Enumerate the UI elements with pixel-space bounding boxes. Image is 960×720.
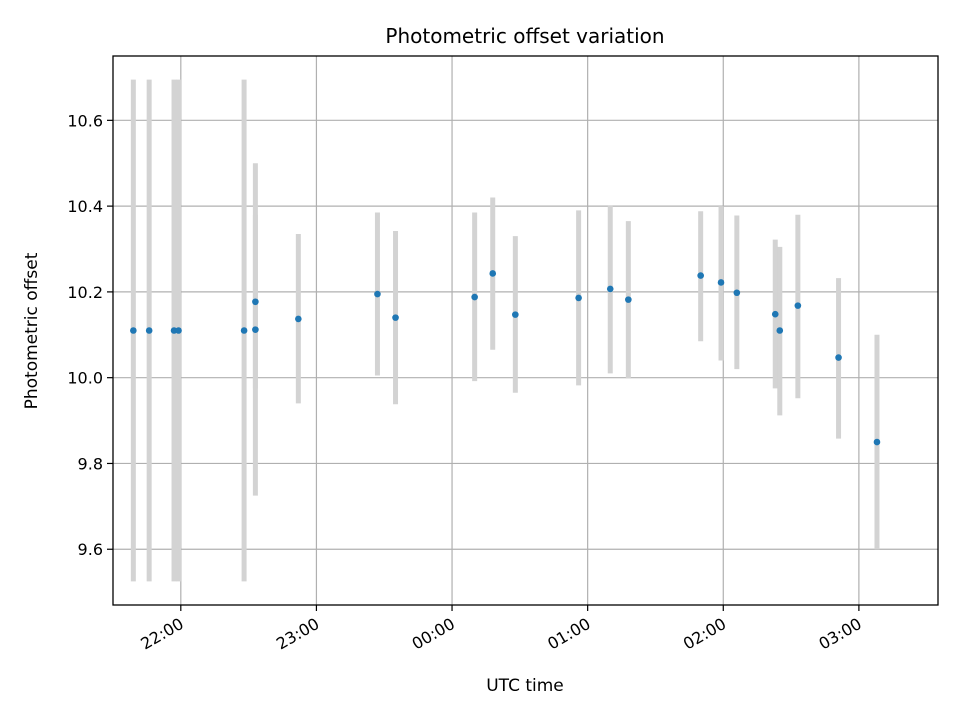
- y-tick-label: 9.8: [78, 454, 103, 473]
- data-point: [175, 327, 182, 334]
- data-point: [771, 310, 779, 318]
- data-point: [295, 315, 302, 323]
- data-point: [392, 314, 399, 321]
- data-point: [606, 285, 614, 293]
- data-point: [374, 290, 381, 298]
- data-point: [733, 289, 741, 297]
- data-points: [130, 270, 881, 446]
- data-point: [512, 311, 519, 318]
- data-point: [252, 298, 259, 306]
- y-tick-label: 10.4: [67, 197, 103, 216]
- data-point: [697, 272, 704, 279]
- y-tick-label: 10.0: [67, 369, 103, 388]
- x-axis-label: UTC time: [486, 676, 564, 696]
- data-point: [170, 327, 178, 334]
- data-point: [130, 327, 137, 334]
- data-point: [717, 279, 725, 286]
- y-tick-label: 9.6: [78, 540, 103, 559]
- y-axis-label: Photometric offset: [22, 252, 42, 409]
- data-point: [575, 294, 582, 302]
- data-point: [471, 293, 478, 301]
- data-point: [240, 327, 248, 334]
- plot-area-frame: [112, 55, 939, 606]
- y-tick-label: 10.6: [67, 111, 103, 130]
- data-point: [835, 354, 842, 361]
- data-point: [145, 327, 153, 334]
- data-point: [252, 326, 259, 333]
- y-axis-ticks: 9.6 9.8 10.0 10.2 10.4 10.6: [67, 111, 113, 559]
- chart-title: Photometric offset variation: [385, 24, 664, 48]
- data-point: [873, 438, 881, 446]
- y-tick-label: 10.2: [67, 283, 103, 302]
- data-point: [776, 327, 784, 334]
- data-point: [625, 296, 632, 303]
- data-point: [794, 302, 802, 309]
- data-point: [489, 270, 497, 277]
